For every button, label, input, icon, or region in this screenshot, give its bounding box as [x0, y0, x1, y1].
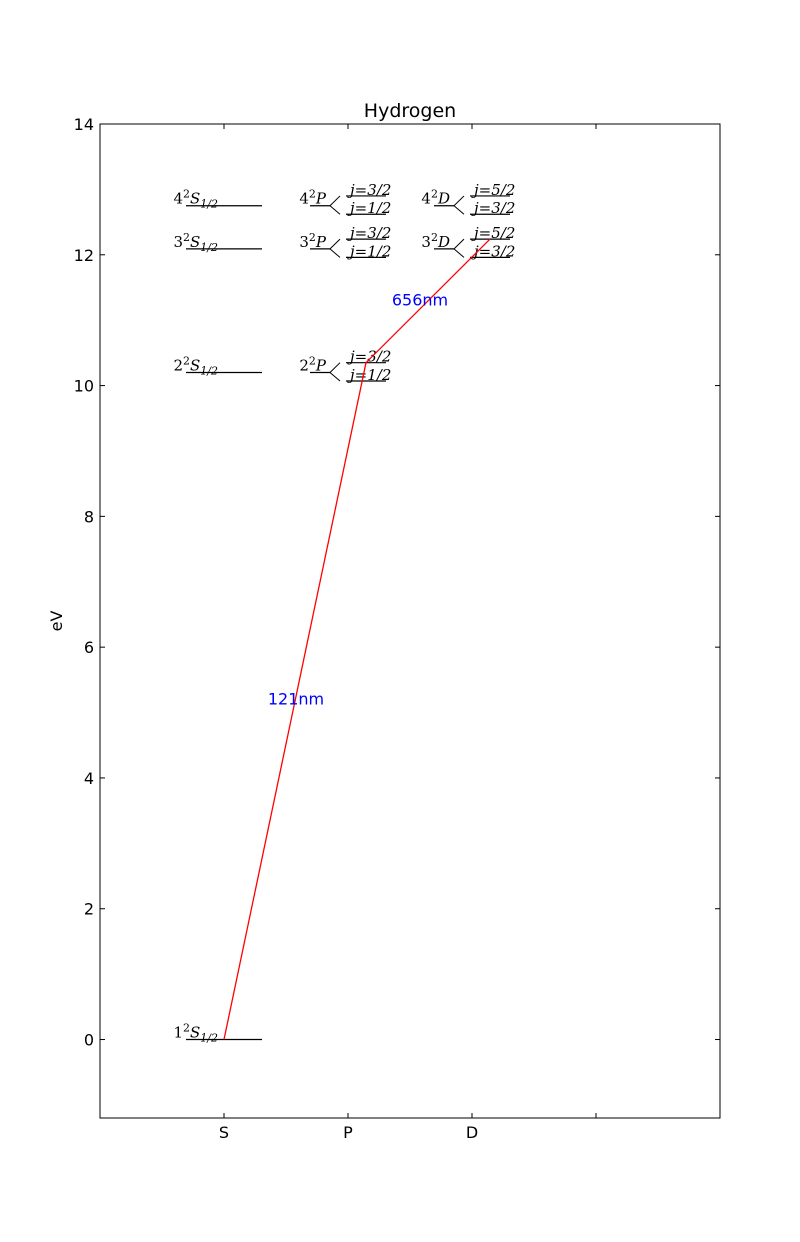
y-tick-label: 10 — [74, 377, 94, 396]
term-label: 42P — [299, 188, 327, 208]
j-label: j=5/2 — [471, 224, 515, 242]
split-connector — [453, 205, 465, 215]
j-label: j=5/2 — [471, 181, 515, 199]
term-label: 32P — [299, 231, 327, 251]
y-tick-label: 0 — [84, 1031, 94, 1050]
j-label: j=1/2 — [347, 242, 391, 260]
split-connector — [329, 195, 341, 207]
level-d-n4: 42D j=5/2j=3/2 — [421, 181, 515, 217]
x-tick-label: P — [343, 1123, 353, 1142]
term-label: 42S1/2 — [173, 188, 218, 211]
level-p-n4: 42P j=3/2j=1/2 — [299, 181, 391, 217]
split-connector — [329, 362, 341, 373]
wavelength-label: 656nm — [392, 291, 448, 310]
x-tick-label: S — [219, 1123, 229, 1142]
split-connector — [329, 372, 341, 382]
plot-frame — [99, 123, 721, 1119]
y-tick-label: 6 — [84, 638, 94, 657]
level-p-n3: 32P j=3/2j=1/2 — [299, 224, 391, 260]
j-label: j=3/2 — [347, 181, 391, 199]
split-connector — [453, 195, 465, 207]
split-connector — [453, 248, 465, 258]
transition-line — [223, 362, 367, 1040]
y-tick-label: 2 — [84, 900, 94, 919]
term-label: 22P — [299, 355, 327, 375]
level-s-n2: 22S1/2 — [173, 355, 262, 378]
term-label: 12S1/2 — [173, 1022, 218, 1045]
y-tick-label: 12 — [74, 246, 94, 265]
wavelength-label: 121nm — [268, 689, 324, 708]
level-s-n4: 42S1/2 — [173, 188, 262, 211]
y-axis-label: eV — [47, 611, 66, 632]
split-connector — [329, 238, 341, 250]
chart-title: Hydrogen — [364, 100, 456, 122]
level-s-n1: 12S1/2 — [173, 1022, 262, 1045]
term-label: 42D — [421, 188, 450, 208]
j-label: j=3/2 — [347, 348, 391, 366]
term-label: 32D — [421, 231, 450, 251]
transitions: 121nm 656nm — [223, 238, 491, 1040]
split-connector — [329, 205, 341, 215]
j-label: j=3/2 — [471, 199, 515, 217]
j-label: j=1/2 — [347, 199, 391, 217]
split-connector — [453, 238, 465, 250]
j-label: j=3/2 — [347, 224, 391, 242]
level-p-n2: 22P j=3/2j=1/2 — [299, 348, 391, 384]
transition-656nm: 656nm — [365, 238, 491, 364]
y-tick-label: 4 — [84, 769, 94, 788]
level-s-n3: 32S1/2 — [173, 231, 262, 254]
term-label: 32S1/2 — [173, 231, 218, 254]
transition-line — [365, 238, 491, 364]
level-d-n3: 32D j=5/2j=3/2 — [421, 224, 515, 260]
y-tick-label: 8 — [84, 507, 94, 526]
term-label: 22S1/2 — [173, 355, 218, 378]
x-tick-label: D — [466, 1123, 478, 1142]
transition-121nm: 121nm — [223, 362, 367, 1040]
y-tick-label: 14 — [74, 115, 94, 134]
y-axis-ticks: 0 2 4 6 8 10 12 14 — [74, 115, 720, 1050]
split-connector — [329, 248, 341, 258]
j-label: j=1/2 — [347, 366, 391, 384]
